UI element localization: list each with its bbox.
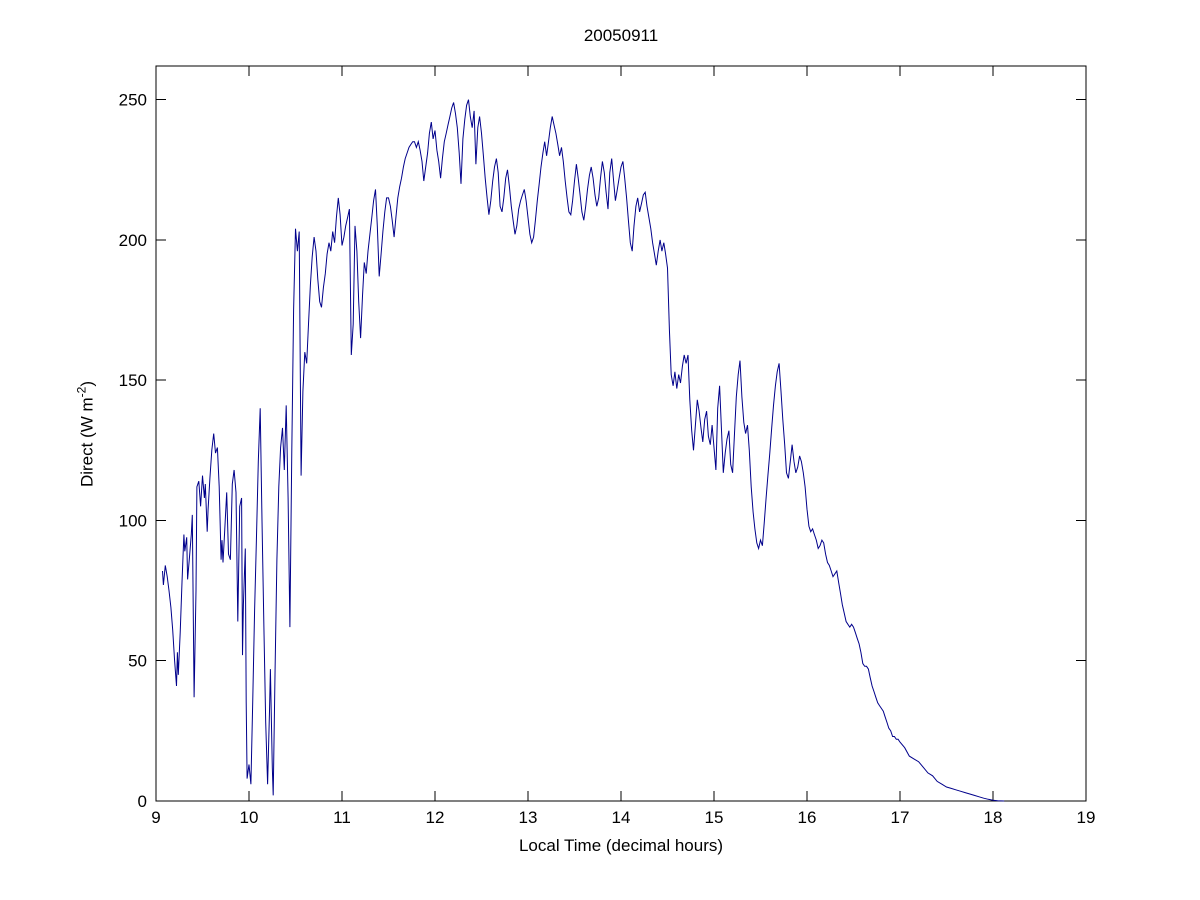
x-tick-label: 18 (984, 808, 1003, 827)
x-tick-label: 11 (333, 808, 351, 827)
y-tick-label: 150 (119, 371, 147, 390)
x-tick-label: 14 (612, 808, 631, 827)
y-axis-label: Direct (W m-2) (75, 381, 98, 487)
y-tick-label: 200 (119, 231, 147, 250)
x-axis-label: Local Time (decimal hours) (518, 836, 724, 855)
y-tick-label: 250 (119, 91, 147, 110)
y-axis-label-suffix: ) (77, 380, 97, 387)
axes-box (155, 65, 1087, 802)
x-tick-label: 19 (1077, 808, 1096, 827)
y-axis-label-text: Direct (W m (77, 397, 97, 488)
chart-title: 20050911 (583, 26, 659, 45)
x-tick-label: 15 (705, 808, 724, 827)
data-line (162, 99, 1005, 802)
x-tick-label: 17 (891, 808, 910, 827)
x-tick-label: 16 (798, 808, 817, 827)
y-axis-label-superscript: -2 (74, 386, 89, 398)
x-tick-label: 10 (240, 808, 259, 827)
x-tick-label: 9 (151, 808, 160, 827)
y-tick-label: 100 (119, 511, 147, 530)
y-tick-label: 50 (128, 652, 147, 671)
x-tick-label: 12 (426, 808, 445, 827)
y-tick-label: 0 (138, 792, 147, 811)
x-tick-label: 13 (519, 808, 538, 827)
